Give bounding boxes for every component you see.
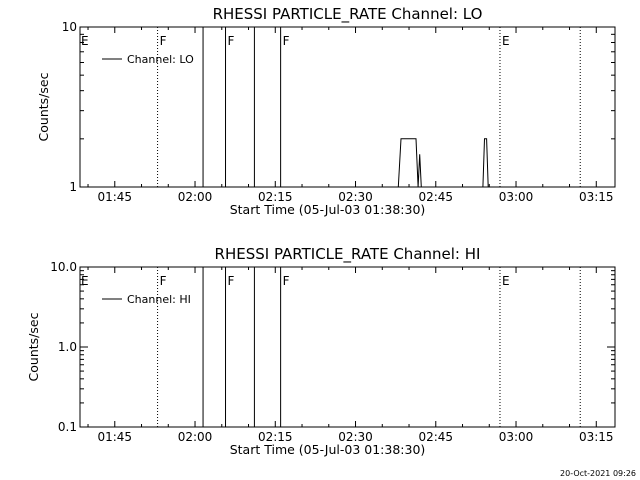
series-line [397, 138, 489, 188]
y-tick-label: 10 [62, 20, 77, 34]
y-tick-label: 1.0 [58, 340, 77, 354]
x-tick-label: 03:00 [499, 430, 534, 444]
marker-flag: E [502, 274, 510, 288]
footer-timestamp: 20-Oct-2021 09:26 [560, 469, 636, 478]
panel-hi: RHESSI PARTICLE_RATE Channel: HI 01:45 02:… [26, 245, 616, 457]
plot-frame [79, 26, 616, 188]
x-tick-label: 02:15 [258, 430, 293, 444]
panels: RHESSI PARTICLE_RATE Channel: LO 01:45 02:… [26, 5, 616, 457]
x-tick-label: 02:30 [338, 430, 373, 444]
y-tick-label: 0.1 [58, 420, 77, 434]
y-axis-label: Counts/sec [26, 312, 41, 381]
marker-flag: F [160, 274, 167, 288]
x-tick-label: 01:45 [97, 430, 132, 444]
panel-lo: RHESSI PARTICLE_RATE Channel: LO 01:45 02:… [36, 5, 616, 217]
legend-label: Channel: LO [127, 53, 194, 66]
y-tick-label: 1 [69, 180, 77, 194]
marker-flag: F [283, 274, 290, 288]
marker-flag: F [228, 274, 235, 288]
x-tick-label: 02:45 [418, 190, 453, 204]
marker-flag: F [228, 34, 235, 48]
x-tick-label: 02:00 [178, 190, 213, 204]
marker-flag: F [283, 34, 290, 48]
y-tick-label: 10.0 [50, 260, 77, 274]
legend-label: Channel: HI [127, 293, 191, 306]
x-tick-label: 01:45 [97, 190, 132, 204]
x-tick-label: 03:15 [579, 430, 614, 444]
x-axis-label: Start Time (05-Jul-03 01:38:30) [230, 202, 426, 217]
x-axis-label: Start Time (05-Jul-03 01:38:30) [230, 442, 426, 457]
edge-flag: E [81, 274, 89, 288]
x-tick-label: 02:30 [338, 190, 373, 204]
marker-flag: F [160, 34, 167, 48]
x-tick-label: 02:15 [258, 190, 293, 204]
chart-title: RHESSI PARTICLE_RATE Channel: HI [215, 245, 481, 264]
x-tick-label: 03:15 [579, 190, 614, 204]
edge-flag: E [81, 34, 89, 48]
x-tick-label: 02:45 [418, 430, 453, 444]
chart-title: RHESSI PARTICLE_RATE Channel: LO [213, 5, 483, 24]
marker-flag: E [502, 34, 510, 48]
x-tick-label: 03:00 [499, 190, 534, 204]
y-axis-label: Counts/sec [36, 72, 51, 141]
x-tick-label: 02:00 [178, 430, 213, 444]
